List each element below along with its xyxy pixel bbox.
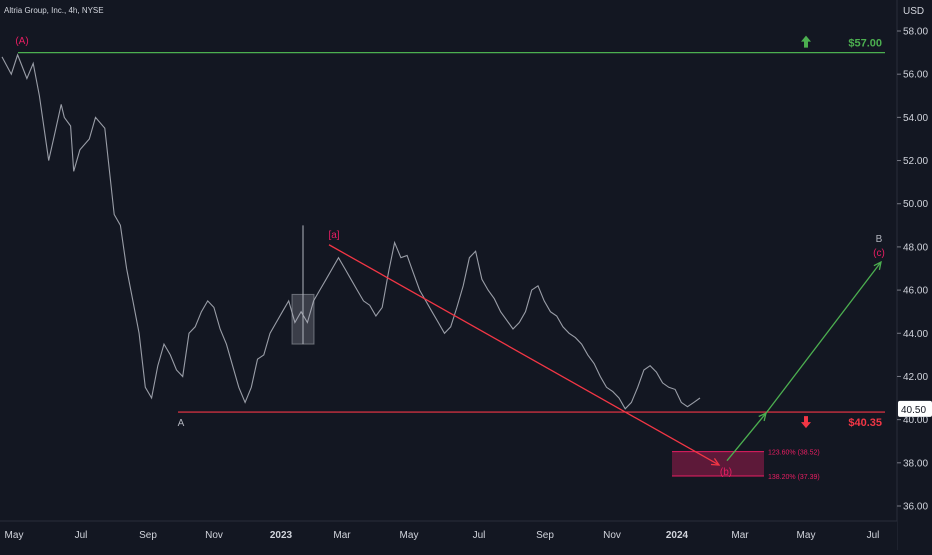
projection-down-line-head (710, 458, 721, 466)
x-tick-label: Nov (205, 530, 223, 541)
y-tick-label: 38.00 (903, 458, 928, 469)
wave-label: (A) (15, 36, 28, 47)
x-axis: May Jul Sep Nov 2023 Mar May Jul Sep Nov 2024 Mar Ma… (5, 530, 880, 541)
y-tick-label: 36.00 (903, 502, 928, 513)
current-price-tag (898, 400, 932, 417)
y-tick-label: 48.00 (903, 242, 928, 253)
down-arrow-icon (801, 416, 811, 429)
support-label: $40.35 (848, 417, 882, 429)
y-tick-label: 58.00 (903, 27, 928, 38)
wave-label: (c) (873, 248, 885, 259)
y-tick-label: 40.00 (903, 415, 928, 426)
currency-box (898, 0, 932, 20)
resistance-label: $57.00 (848, 38, 882, 50)
x-tick-label: Jul (867, 530, 880, 541)
y-tick-label: 56.00 (903, 70, 928, 81)
x-tick-label: May (797, 530, 816, 541)
fib-upper-label: 123.60% (38.52) (768, 450, 820, 457)
symbol-title: Altria Group, Inc., 4h, NYSE (4, 6, 104, 15)
currency-label: USD (903, 6, 924, 17)
wave-labels-layer: (A) A [a] (b) B (c) (15, 36, 885, 478)
wave-label: [a] (328, 230, 339, 241)
current-price-label: 40.50 (901, 405, 926, 416)
y-tick-label: 54.00 (903, 113, 928, 124)
x-axis-background (0, 521, 897, 550)
y-tick-label: 44.00 (903, 329, 928, 340)
y-axis: 36.00 38.00 40.00 42.00 44.00 46.00 48.00 50.00… (897, 27, 928, 513)
x-tick-label: Sep (139, 530, 157, 541)
y-tick-label: 46.00 (903, 286, 928, 297)
x-tick-label: Jul (473, 530, 486, 541)
x-tick-label: May (400, 530, 419, 541)
projection-up-line-1 (726, 412, 767, 462)
up-arrow-icon (801, 35, 811, 48)
x-tick-label: Nov (603, 530, 621, 541)
price-line (1, 53, 701, 410)
projection-up-line-2-head (873, 260, 882, 270)
x-tick-label: May (5, 530, 24, 541)
y-tick-label: 42.00 (903, 372, 928, 383)
price-layer: 40.50 (1, 53, 932, 417)
x-tick-label: Sep (536, 530, 554, 541)
x-tick-label: Mar (333, 530, 351, 541)
wave-label: B (876, 234, 883, 245)
wave-label: A (178, 418, 185, 429)
projection-layer (328, 244, 882, 466)
projection-up-line-2 (765, 261, 882, 414)
wave-label: (b) (720, 467, 732, 478)
x-tick-label: 2024 (666, 530, 689, 541)
x-tick-label: 2023 (270, 530, 293, 541)
x-tick-label: Mar (731, 530, 749, 541)
projection-down-line (328, 244, 720, 466)
y-tick-label: 50.00 (903, 199, 928, 210)
y-tick-label: 52.00 (903, 156, 928, 167)
x-tick-label: Jul (75, 530, 88, 541)
fib-lower-label: 138.20% (37.39) (768, 474, 820, 481)
